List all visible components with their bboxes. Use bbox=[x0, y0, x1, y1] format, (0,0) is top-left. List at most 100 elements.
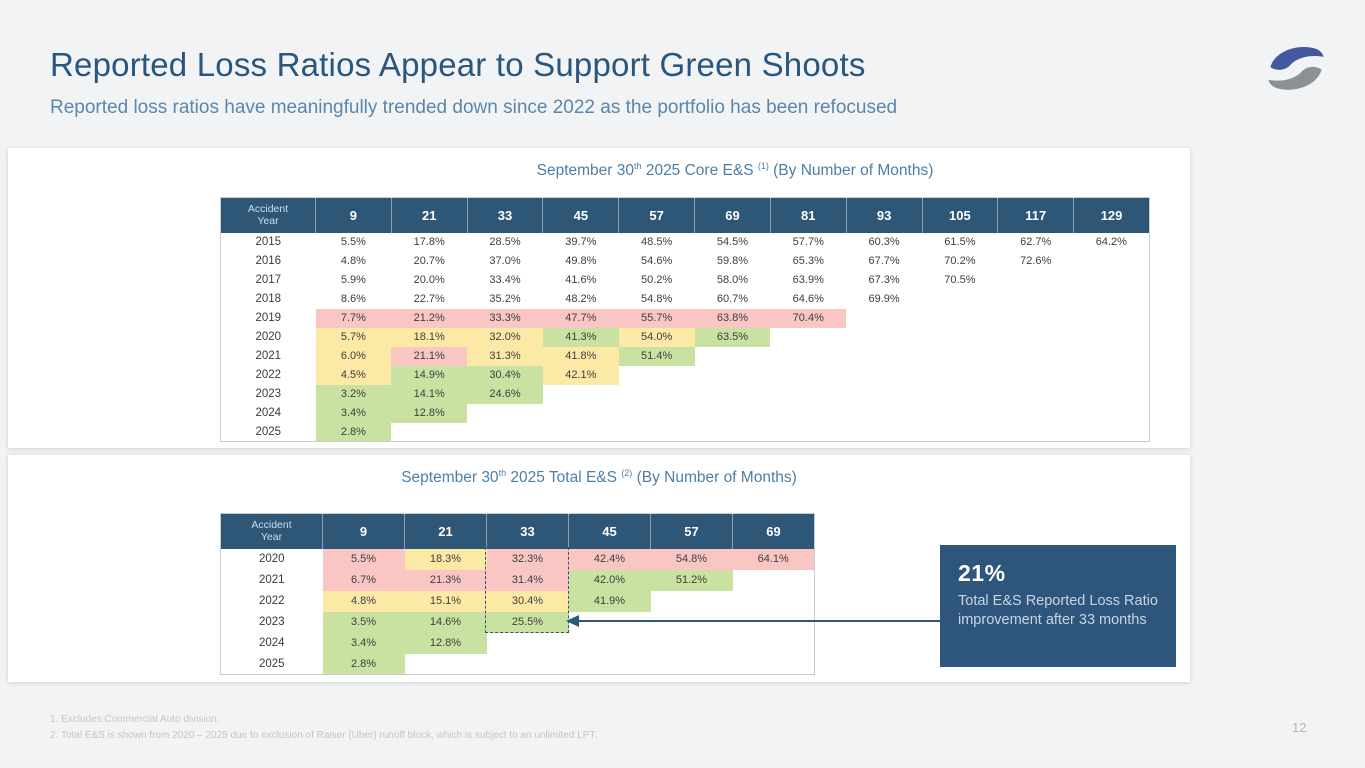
total-es-loss-ratio-table: Accident Year 9 21 33 45 57 69 2020 5.5% 18.3% 32.3… bbox=[220, 513, 815, 675]
ratio-cell: 4.5% bbox=[315, 365, 392, 385]
ratio-cell: 63.8% bbox=[694, 308, 771, 328]
table-row-2017: 2017 5.9% 20.0% 33.4% 41.6% 50.2% 58.0% 63.9% 67… bbox=[221, 271, 1150, 290]
ratio-cell: 41.8% bbox=[542, 346, 619, 366]
ratio-cell: 55.7% bbox=[618, 308, 695, 328]
ratio-cell: 5.7% bbox=[315, 327, 392, 347]
total-es-panel: September 30th 2025 Total E&S (2) (By Nu… bbox=[8, 455, 1190, 682]
ratio-cell: 54.6% bbox=[641, 255, 673, 267]
table-header-row: Accident Year 9 21 33 45 57 69 bbox=[220, 513, 815, 549]
core-es-table-title: September 30th 2025 Core E&S (1) (By Num… bbox=[536, 161, 934, 180]
column-header-69: 69 bbox=[732, 513, 815, 549]
ratio-cell: 50.2% bbox=[641, 274, 673, 286]
ratio-cell: 28.5% bbox=[489, 236, 521, 248]
ratio-cell bbox=[922, 290, 998, 309]
ratio-cell: 8.6% bbox=[340, 293, 366, 305]
ratio-cell: 57.7% bbox=[792, 236, 824, 248]
ratio-cell bbox=[651, 654, 733, 675]
year-cell-2022: 2022 bbox=[258, 595, 285, 607]
ratio-cell: 58.0% bbox=[716, 274, 749, 286]
ratio-cell: 3.2% bbox=[315, 384, 392, 404]
column-header-21: 21 bbox=[390, 197, 468, 233]
column-header-accident-year: Accident Year bbox=[220, 513, 323, 549]
table-row-2016: 2016 4.8% 20.7% 37.0% 49.8% 54.6% 59.8% 65.3% 67… bbox=[221, 252, 1150, 271]
year-cell-2019: 2019 bbox=[255, 312, 282, 324]
ratio-cell: 2.8% bbox=[322, 653, 405, 675]
ratio-cell: 42.0% bbox=[568, 569, 651, 591]
ratio-cell bbox=[846, 404, 922, 423]
table-row-2021: 2021 6.7% 21.3% 31.4% 42.0% 51.2% bbox=[221, 569, 815, 591]
callout-text: Total E&S Reported Loss Ratio improvemen… bbox=[958, 593, 1158, 628]
ratio-cell: 33.3% bbox=[467, 308, 543, 328]
ratio-cell: 59.8% bbox=[716, 255, 749, 267]
table-row-2025: 2025 2.8% bbox=[221, 422, 1150, 442]
ratio-cell bbox=[1074, 404, 1150, 423]
page-number: 12 bbox=[1292, 720, 1307, 735]
ratio-cell: 72.6% bbox=[1020, 255, 1052, 267]
ratio-cell: 70.2% bbox=[944, 255, 976, 267]
year-cell-2021: 2021 bbox=[258, 574, 285, 586]
ratio-cell bbox=[695, 366, 771, 385]
ratio-cell: 69.9% bbox=[868, 293, 900, 305]
ratio-cell: 63.9% bbox=[792, 274, 824, 286]
column-header-93: 93 bbox=[845, 197, 922, 233]
ratio-cell: 31.4% bbox=[486, 569, 569, 591]
column-header-accident-year: Accident Year bbox=[220, 197, 316, 233]
ratio-cell bbox=[695, 385, 771, 404]
ratio-cell: 21.3% bbox=[404, 569, 487, 591]
ratio-cell bbox=[733, 591, 815, 612]
ratio-cell bbox=[1074, 385, 1150, 404]
ratio-cell bbox=[998, 271, 1074, 290]
table-row-2022: 2022 4.5% 14.9% 30.4% 42.1% bbox=[221, 365, 1150, 385]
ratio-cell bbox=[733, 612, 815, 633]
ratio-cell: 20.7% bbox=[413, 255, 445, 267]
year-cell-2025: 2025 bbox=[258, 657, 285, 670]
ratio-cell bbox=[619, 366, 695, 385]
table-row-2018: 2018 8.6% 22.7% 35.2% 48.2% 54.8% 60.7% 64.6% 69… bbox=[221, 290, 1150, 309]
column-header-117: 117 bbox=[997, 197, 1074, 233]
ratio-cell: 17.8% bbox=[413, 236, 445, 248]
year-cell-2025: 2025 bbox=[255, 425, 282, 438]
ratio-cell: 48.2% bbox=[565, 293, 597, 305]
ratio-cell: 64.1% bbox=[732, 548, 815, 570]
footnote-ref-2: (2) bbox=[621, 468, 633, 478]
year-cell-2017: 2017 bbox=[255, 274, 282, 286]
ratio-cell: 24.6% bbox=[467, 384, 543, 404]
ratio-cell: 39.7% bbox=[565, 236, 597, 248]
callout-value: 21% bbox=[958, 560, 1006, 586]
column-header-45: 45 bbox=[542, 197, 619, 233]
ratio-cell bbox=[846, 309, 922, 328]
column-header-81: 81 bbox=[769, 197, 847, 233]
column-header-57: 57 bbox=[618, 197, 695, 233]
ratio-cell bbox=[846, 366, 922, 385]
column-header-9: 9 bbox=[315, 197, 392, 233]
ratio-cell: 35.2% bbox=[489, 293, 521, 305]
ratio-cell: 63.5% bbox=[694, 327, 771, 347]
ratio-cell: 4.8% bbox=[340, 255, 366, 267]
ratio-cell bbox=[487, 654, 569, 675]
ratio-cell: 22.7% bbox=[413, 293, 445, 305]
ratio-cell bbox=[651, 591, 733, 612]
ratio-cell: 3.4% bbox=[322, 632, 405, 654]
ratio-cell: 65.3% bbox=[792, 255, 824, 267]
ratio-cell: 47.7% bbox=[542, 308, 619, 328]
ratio-cell bbox=[569, 654, 651, 675]
ratio-cell bbox=[733, 654, 815, 675]
ratio-cell bbox=[543, 385, 619, 404]
table-header-row: Accident Year 9 21 33 45 57 69 81 93 105 117 129 bbox=[220, 197, 1150, 233]
footnotes: 1. Excludes Commercial Auto division. 2.… bbox=[50, 712, 597, 744]
ratio-cell bbox=[695, 423, 771, 442]
column-header-45: 45 bbox=[568, 513, 651, 549]
column-header-69: 69 bbox=[694, 197, 771, 233]
ratio-cell bbox=[619, 423, 695, 442]
ratio-cell: 48.5% bbox=[641, 236, 673, 248]
ratio-cell: 5.5% bbox=[340, 236, 366, 248]
ratio-cell bbox=[1074, 366, 1150, 385]
ratio-cell: 20.0% bbox=[413, 274, 445, 286]
ratio-cell: 60.7% bbox=[716, 293, 749, 305]
table-row-2023: 2023 3.2% 14.1% 24.6% bbox=[221, 384, 1150, 404]
ratio-cell: 6.7% bbox=[322, 569, 405, 591]
ratio-cell bbox=[1074, 309, 1150, 328]
ratio-cell: 70.4% bbox=[770, 308, 847, 328]
ratio-cell bbox=[770, 404, 846, 423]
ratio-cell bbox=[619, 385, 695, 404]
